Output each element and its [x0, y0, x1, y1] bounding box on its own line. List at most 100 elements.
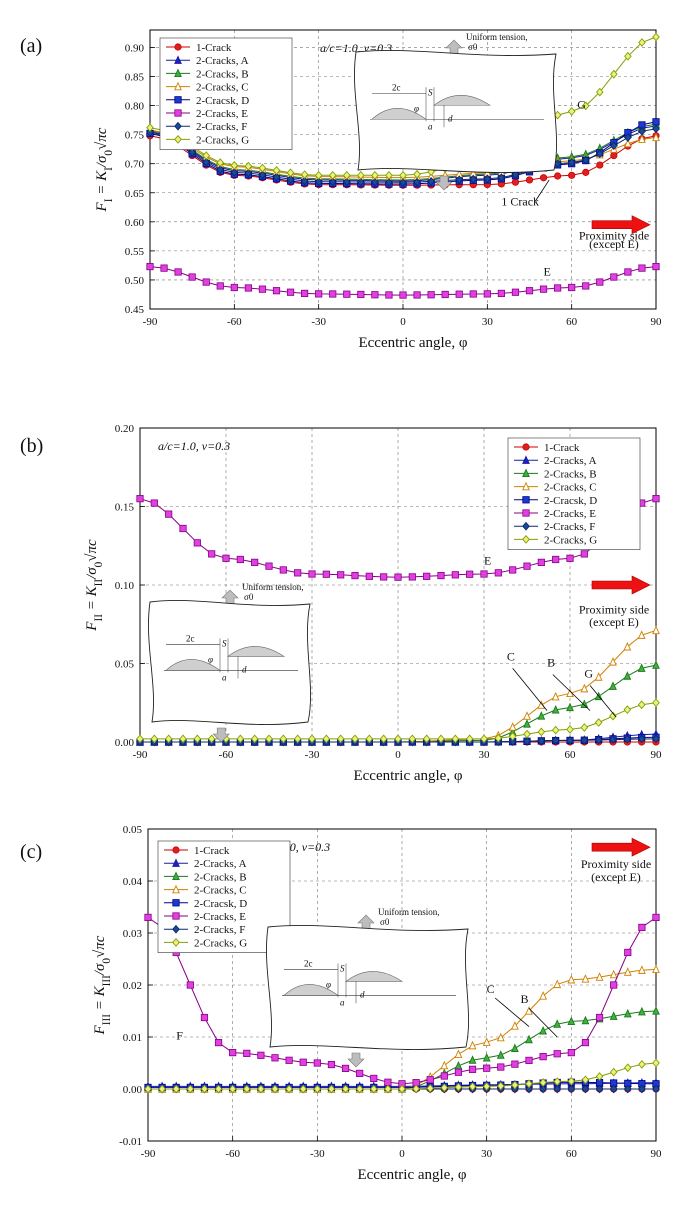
data-point	[609, 711, 617, 721]
crack-2-shape	[433, 95, 491, 106]
data-point	[468, 1040, 477, 1050]
legend-label: 1-Crack	[194, 845, 230, 857]
legend-marker	[174, 135, 182, 144]
legend-marker	[522, 455, 530, 464]
data-point	[523, 736, 531, 746]
data-point	[242, 1084, 251, 1094]
data-point	[394, 734, 402, 744]
x-tick-label: 90	[651, 749, 663, 761]
x-tick-label: -30	[310, 1148, 325, 1160]
data-point	[638, 923, 646, 932]
data-point	[566, 725, 574, 734]
data-point	[286, 168, 295, 178]
legend-label: 2-Cracks, G	[196, 134, 249, 146]
y-tick-label: 0.90	[125, 42, 145, 54]
data-point	[567, 106, 576, 116]
legend-label: 2-Cracks, A	[196, 55, 249, 67]
data-point	[299, 1084, 308, 1094]
depth-label: d	[448, 113, 453, 123]
data-point	[511, 1080, 519, 1090]
data-point	[230, 168, 239, 177]
tension-arrow-down-icon	[435, 175, 453, 191]
y-tick-label: 0.00	[123, 1084, 143, 1096]
annotation-leader	[528, 1008, 558, 1038]
data-point	[465, 734, 474, 744]
data-point	[412, 1084, 420, 1094]
data-point	[384, 1084, 392, 1094]
data-point	[451, 734, 460, 744]
data-point	[426, 1076, 434, 1084]
y-tick-label: 0.85	[125, 72, 145, 84]
condition-text: a/c=1.0, ν=0.3	[158, 439, 230, 453]
data-point	[172, 1084, 181, 1094]
data-point	[623, 671, 632, 680]
data-point	[539, 1084, 547, 1094]
y-tick-label: 0.65	[125, 188, 145, 200]
crack-width-label: 2c	[392, 82, 401, 92]
data-point	[337, 571, 345, 579]
data-point	[146, 127, 154, 137]
data-point	[384, 1078, 392, 1086]
tension-label: Uniform tension,	[242, 582, 304, 592]
data-point	[165, 510, 173, 518]
data-point	[523, 711, 531, 720]
data-point	[455, 175, 464, 185]
x-tick-label: 90	[651, 316, 663, 328]
data-point	[623, 967, 632, 976]
data-point	[322, 570, 330, 578]
data-point	[455, 290, 463, 298]
y-tick-label: 0.10	[115, 580, 135, 592]
data-point	[537, 700, 546, 709]
data-point	[188, 147, 196, 157]
data-point	[523, 562, 531, 570]
data-point	[343, 290, 351, 298]
data-point	[136, 734, 144, 744]
proximity-text: Proximity side	[579, 602, 649, 616]
tension-label: Uniform tension,	[378, 907, 440, 917]
data-point	[553, 1084, 562, 1094]
data-point	[202, 157, 211, 167]
panel-label: (b)	[20, 435, 43, 457]
y-tick-label: 0.00	[115, 737, 135, 749]
tension-arrow-up-icon	[445, 39, 463, 55]
y-tick-label: 0.70	[125, 159, 145, 171]
data-point	[440, 1060, 449, 1070]
data-point	[294, 569, 302, 577]
data-point	[454, 1061, 463, 1070]
proximity-subtext: (except E)	[591, 870, 641, 884]
data-point	[370, 1074, 378, 1083]
data-point	[300, 176, 309, 186]
x-tick-label: -60	[225, 1148, 240, 1160]
small-depth-label: a	[222, 672, 227, 682]
data-point	[610, 69, 618, 79]
data-point	[314, 170, 323, 180]
annotation-e: E	[484, 554, 491, 568]
data-point	[580, 699, 589, 708]
data-point	[385, 291, 393, 299]
data-point	[494, 569, 502, 577]
data-point	[567, 1076, 576, 1086]
plate-outline	[354, 50, 557, 173]
data-point	[539, 1053, 547, 1061]
data-point	[356, 1069, 364, 1077]
legend-marker	[174, 81, 182, 91]
legend-marker	[172, 858, 180, 867]
data-point	[525, 1084, 533, 1094]
data-point	[174, 268, 182, 276]
data-point	[638, 1059, 646, 1069]
panel-label: (c)	[20, 841, 42, 863]
legend-marker	[172, 884, 180, 894]
data-point	[216, 165, 225, 174]
data-point	[638, 134, 646, 143]
data-point	[413, 169, 421, 179]
data-point	[652, 124, 660, 134]
data-point	[300, 170, 309, 179]
data-point	[496, 1032, 505, 1042]
data-point	[437, 571, 445, 580]
data-point	[315, 290, 323, 298]
data-point	[568, 171, 576, 179]
y-axis-title: FII = KII/σ0√πc	[84, 539, 105, 632]
data-point	[483, 174, 492, 184]
legend-label: 1-Crack	[544, 442, 580, 454]
data-point	[150, 734, 159, 744]
